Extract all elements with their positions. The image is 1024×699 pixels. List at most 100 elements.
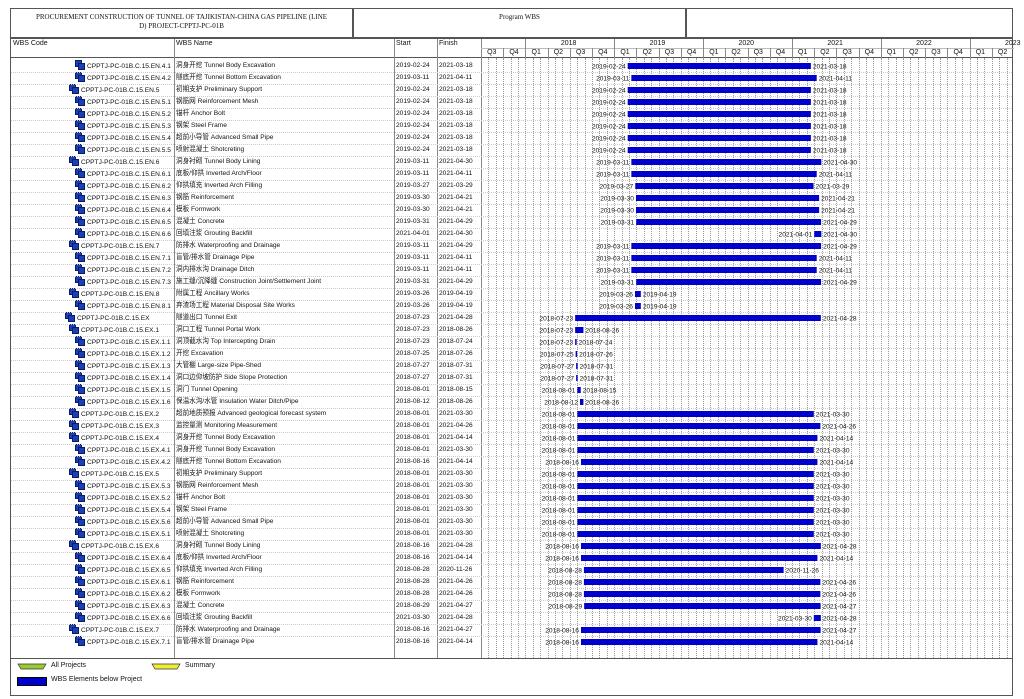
table-row[interactable]: CPPTJ-PC-01B.C.15.EN.7.2 洞内排水沟 Drainage D…	[11, 264, 1012, 276]
gantt-bar[interactable]	[577, 483, 814, 489]
col-finish[interactable]: Finish	[439, 40, 458, 47]
gantt-bar[interactable]	[583, 567, 784, 573]
table-row[interactable]: CPPTJ-PC-01B.C.15.EX.3 监控量测 Monitoring Me…	[11, 420, 1012, 432]
table-row[interactable]: CPPTJ-PC-01B.C.15.EN.4.2 隧底开挖 Tunnel Bott…	[11, 72, 1012, 84]
table-row[interactable]: CPPTJ-PC-01B.C.15.EX.4.2 隧底开挖 Tunnel Bott…	[11, 456, 1012, 468]
gantt-bar[interactable]	[631, 75, 817, 81]
gantt-bar[interactable]	[577, 423, 821, 429]
gantt-bar[interactable]	[627, 87, 811, 93]
gantt-bar[interactable]	[583, 591, 821, 597]
table-row[interactable]: CPPTJ-PC-01B.C.15.EX.5.1 喷射混凝土 Shotcretin…	[11, 528, 1012, 540]
table-row[interactable]: CPPTJ-PC-01B.C.15.EN.6.4 模板 Formwork 2019-…	[11, 204, 1012, 216]
gantt-bar[interactable]	[580, 555, 818, 561]
table-row[interactable]: CPPTJ-PC-01B.C.15.EX.1.2 开挖 Excavation 201…	[11, 348, 1012, 360]
table-row[interactable]: CPPTJ-PC-01B.C.15.EX.6 洞身衬砌 Tunnel Body L…	[11, 540, 1012, 552]
gantt-bar[interactable]	[577, 387, 581, 393]
col-wbs-code[interactable]: WBS Code	[13, 40, 48, 47]
gantt-bar[interactable]	[636, 219, 822, 225]
table-row[interactable]: CPPTJ-PC-01B.C.15.EX.1 洞口工程 Tunnel Portal…	[11, 324, 1012, 336]
table-row[interactable]: CPPTJ-PC-01B.C.15.EX.7.1 盲管/排水管 Drainage …	[11, 636, 1012, 648]
table-row[interactable]: CPPTJ-PC-01B.C.15.EX.1.3 大管棚 Large-size P…	[11, 360, 1012, 372]
gantt-bar[interactable]	[627, 111, 811, 117]
table-row[interactable]: CPPTJ-PC-01B.C.15.EN.5 初期支护 Preliminary S…	[11, 84, 1012, 96]
table-row[interactable]: CPPTJ-PC-01B.C.15.EX.1.1 洞顶截水沟 Top Interc…	[11, 336, 1012, 348]
gantt-bar[interactable]	[583, 579, 821, 585]
gantt-bar[interactable]	[814, 231, 822, 237]
gantt-bar[interactable]	[577, 507, 814, 513]
table-row[interactable]: CPPTJ-PC-01B.C.15.EX.1.5 洞门 Tunnel Openin…	[11, 384, 1012, 396]
table-row[interactable]: CPPTJ-PC-01B.C.15.EX.6.3 混凝土 Concrete 2018…	[11, 600, 1012, 612]
gantt-bar[interactable]	[580, 399, 584, 405]
table-row[interactable]: CPPTJ-PC-01B.C.15.EX.2 超前地质预报 Advanced ge…	[11, 408, 1012, 420]
gantt-bar[interactable]	[635, 207, 820, 213]
table-row[interactable]: CPPTJ-PC-01B.C.15.EX.6.6 回填注浆 Grouting Ba…	[11, 612, 1012, 624]
table-row[interactable]: CPPTJ-PC-01B.C.15.EX.7 防排水 Waterproofing …	[11, 624, 1012, 636]
gantt-bar[interactable]	[627, 123, 811, 129]
table-row[interactable]: CPPTJ-PC-01B.C.15.EX 隧道出口 Tunnel Exit 2018…	[11, 312, 1012, 324]
gantt-bar[interactable]	[634, 303, 641, 309]
table-row[interactable]: CPPTJ-PC-01B.C.15.EN.6 洞身衬砌 Tunnel Body L…	[11, 156, 1012, 168]
gantt-bar[interactable]	[584, 603, 821, 609]
table-row[interactable]: CPPTJ-PC-01B.C.15.EN.6.3 钢筋 Reinforcement…	[11, 192, 1012, 204]
gantt-bar[interactable]	[577, 447, 814, 453]
table-row[interactable]: CPPTJ-PC-01B.C.15.EX.6.2 模板 Formwork 2018-…	[11, 588, 1012, 600]
gantt-bar[interactable]	[631, 171, 817, 177]
gantt-bar[interactable]	[627, 99, 811, 105]
gantt-bar[interactable]	[635, 183, 814, 189]
table-row[interactable]: CPPTJ-PC-01B.C.15.EN.5.4 超前小导管 Advanced S…	[11, 132, 1012, 144]
gantt-bar[interactable]	[575, 351, 578, 357]
gantt-bar[interactable]	[636, 279, 822, 285]
gantt-bar[interactable]	[577, 471, 814, 477]
gantt-bar[interactable]	[580, 543, 821, 549]
table-row[interactable]: CPPTJ-PC-01B.C.15.EN.7.1 盲管/排水管 Drainage …	[11, 252, 1012, 264]
table-row[interactable]: CPPTJ-PC-01B.C.15.EX.5 初期支护 Preliminary S…	[11, 468, 1012, 480]
table-row[interactable]: CPPTJ-PC-01B.C.15.EX.6.5 仰拱填充 Inverted Ar…	[11, 564, 1012, 576]
gantt-bar[interactable]	[627, 135, 811, 141]
table-row[interactable]: CPPTJ-PC-01B.C.15.EN.7.3 施工缝/沉降缝 Construc…	[11, 276, 1012, 288]
gantt-bar[interactable]	[577, 531, 814, 537]
gantt-bar[interactable]	[580, 627, 821, 633]
gantt-bar[interactable]	[631, 267, 817, 273]
table-row[interactable]: CPPTJ-PC-01B.C.15.EN.5.1 钢筋网 Reinforcemen…	[11, 96, 1012, 108]
table-row[interactable]: CPPTJ-PC-01B.C.15.EN.5.5 喷射混凝土 Shotcretin…	[11, 144, 1012, 156]
table-row[interactable]: CPPTJ-PC-01B.C.15.EN.6.1 底板/仰拱 Inverted A…	[11, 168, 1012, 180]
table-row[interactable]: CPPTJ-PC-01B.C.15.EX.1.4 洞口边仰坡防护 Side Slo…	[11, 372, 1012, 384]
gantt-bar[interactable]	[576, 375, 578, 381]
gantt-bar[interactable]	[575, 339, 577, 345]
table-row[interactable]: CPPTJ-PC-01B.C.15.EX.5.6 超前小导管 Advanced S…	[11, 516, 1012, 528]
table-row[interactable]: CPPTJ-PC-01B.C.15.EN.8.1 弃渣场工程 Material D…	[11, 300, 1012, 312]
table-row[interactable]: CPPTJ-PC-01B.C.15.EX.4.1 洞身开挖 Tunnel Body…	[11, 444, 1012, 456]
gantt-bar[interactable]	[580, 459, 818, 465]
table-row[interactable]: CPPTJ-PC-01B.C.15.EN.5.2 锚杆 Anchor Bolt 20…	[11, 108, 1012, 120]
table-row[interactable]: CPPTJ-PC-01B.C.15.EX.5.4 钢架 Steel Frame 20…	[11, 504, 1012, 516]
gantt-bar[interactable]	[580, 639, 818, 645]
gantt-bar[interactable]	[813, 615, 821, 621]
gantt-bar[interactable]	[577, 435, 818, 441]
gantt-bar[interactable]	[627, 63, 811, 69]
table-row[interactable]: CPPTJ-PC-01B.C.15.EN.7 防排水 Waterproofing …	[11, 240, 1012, 252]
gantt-bar[interactable]	[631, 243, 822, 249]
gantt-bar[interactable]	[577, 519, 814, 525]
table-row[interactable]: CPPTJ-PC-01B.C.15.EN.5.3 钢架 Steel Frame 20…	[11, 120, 1012, 132]
gantt-bar[interactable]	[575, 315, 821, 321]
gantt-bar[interactable]	[635, 195, 820, 201]
gantt-bar[interactable]	[577, 411, 814, 417]
gantt-bar[interactable]	[627, 147, 811, 153]
gantt-bar[interactable]	[631, 255, 817, 261]
table-row[interactable]: CPPTJ-PC-01B.C.15.EN.6.6 回填注浆 Grouting Ba…	[11, 228, 1012, 240]
gantt-bar[interactable]	[631, 159, 822, 165]
gantt-bar[interactable]	[576, 363, 578, 369]
table-row[interactable]: CPPTJ-PC-01B.C.15.EN.8 附属工程 Ancillary Wor…	[11, 288, 1012, 300]
gantt-bar[interactable]	[577, 495, 814, 501]
gantt-bar[interactable]	[575, 327, 584, 333]
gantt-bar[interactable]	[634, 291, 641, 297]
table-row[interactable]: CPPTJ-PC-01B.C.15.EN.6.5 混凝土 Concrete 2019…	[11, 216, 1012, 228]
table-row[interactable]: CPPTJ-PC-01B.C.15.EX.5.3 钢筋网 Reinforcemen…	[11, 480, 1012, 492]
table-row[interactable]: CPPTJ-PC-01B.C.15.EX.1.6 保温水沟/水管 Insulati…	[11, 396, 1012, 408]
table-row[interactable]: CPPTJ-PC-01B.C.15.EX.4 洞身开挖 Tunnel Body E…	[11, 432, 1012, 444]
col-wbs-name[interactable]: WBS Name	[176, 40, 213, 47]
col-start[interactable]: Start	[396, 40, 411, 47]
table-row[interactable]: CPPTJ-PC-01B.C.15.EX.6.4 底板/仰拱 Inverted A…	[11, 552, 1012, 564]
table-row[interactable]: CPPTJ-PC-01B.C.15.EN.6.2 仰拱填充 Inverted Ar…	[11, 180, 1012, 192]
table-row[interactable]: CPPTJ-PC-01B.C.15.EN.4.1 洞身开挖 Tunnel Body…	[11, 60, 1012, 72]
